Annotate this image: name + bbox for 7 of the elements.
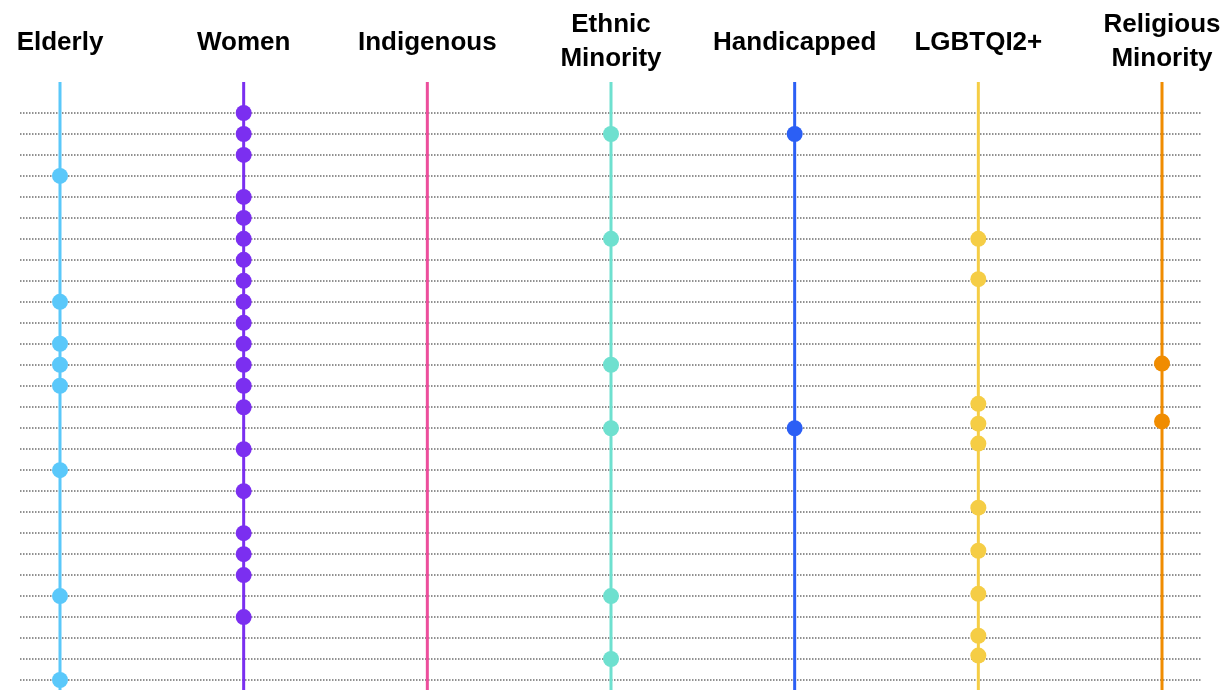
x-tick-label: LGBTQI2+: [914, 26, 1043, 56]
x-tick-label: Elderly: [16, 26, 104, 56]
x-tick-label: Indigenous: [358, 26, 497, 56]
x-tick-label: Ethnic Minority: [560, 8, 663, 72]
x-tick-label: Handicapped: [713, 26, 877, 56]
x-tick-label: Women: [196, 26, 291, 56]
x-tick-label: Religious Minority: [1103, 8, 1221, 72]
